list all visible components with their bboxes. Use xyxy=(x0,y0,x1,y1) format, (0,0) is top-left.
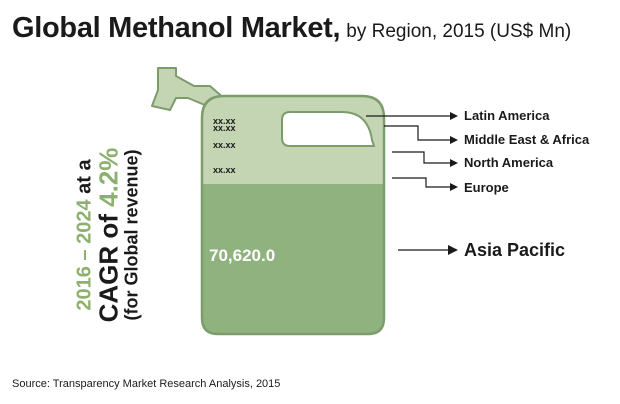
arrowhead-latin-america xyxy=(450,112,458,120)
value-label-latin-america: xx.xx xyxy=(213,116,236,126)
region-label-middle-east-africa: Middle East & Africa xyxy=(464,132,590,147)
cagr-callout: 2016 – 2024 at a CAGR of 4.2% (for Globa… xyxy=(73,148,141,323)
jug-outline xyxy=(200,94,386,336)
value-label-europe: xx.xx xyxy=(213,165,236,175)
source-note: Source: Transparency Market Research Ana… xyxy=(12,378,281,390)
jug-lower-fill xyxy=(202,184,384,334)
cagr-word: CAGR xyxy=(93,245,124,323)
cagr-at-a: at a xyxy=(73,159,96,200)
region-label-latin-america: Latin America xyxy=(464,108,550,123)
arrowhead-north-america xyxy=(450,159,458,167)
region-label-europe: Europe xyxy=(464,180,509,195)
leader-north-america xyxy=(392,151,452,164)
cagr-rate: 4.2% xyxy=(93,147,124,207)
arrowhead-middle-east-africa xyxy=(450,136,458,144)
region-label-north-america: North America xyxy=(464,155,554,170)
leader-europe xyxy=(392,177,452,188)
cagr-period: 2016 – 2024 xyxy=(73,199,96,311)
leader-middle-east-africa xyxy=(384,125,452,141)
value-label-middle-east-africa: xx.xx xyxy=(213,123,236,133)
region-label-asia-pacific: Asia Pacific xyxy=(464,240,565,260)
title-sub: by Region, 2015 (US$ Mn) xyxy=(346,21,572,42)
title-main: Global Methanol Market, xyxy=(12,12,341,44)
value-label-asia-pacific: 70,620.0 xyxy=(209,246,275,265)
jug-handle-hole xyxy=(281,111,376,147)
value-label-north-america: xx.xx xyxy=(213,140,236,150)
arrowhead-europe xyxy=(450,183,458,191)
arrowhead-asia-pacific xyxy=(448,245,458,255)
cagr-of: of xyxy=(93,206,124,246)
cagr-note: (for Global revenue) xyxy=(121,149,142,321)
chart-title: Global Methanol Market, by Region, 2015 (… xyxy=(12,12,571,45)
